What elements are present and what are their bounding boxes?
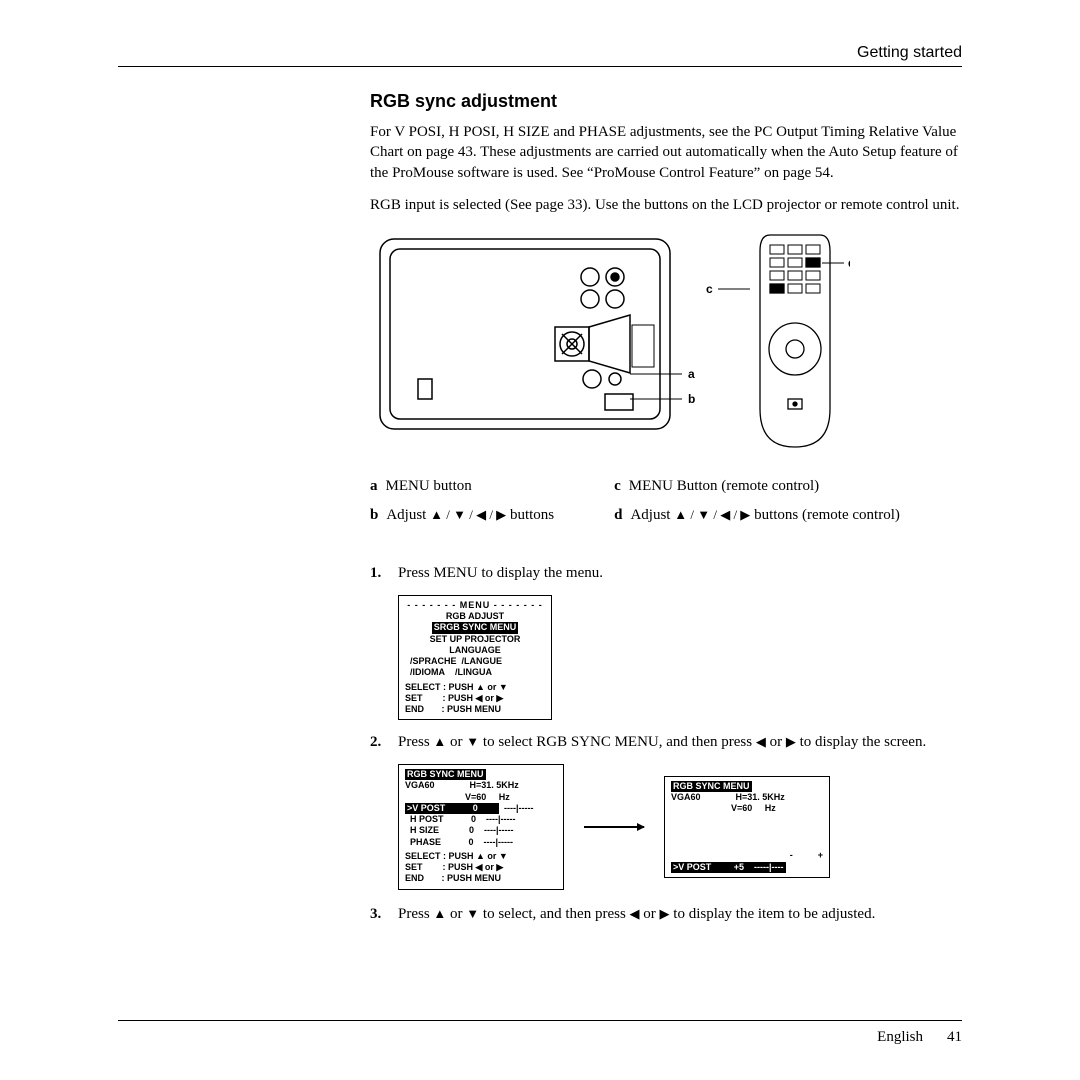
top-rule <box>118 66 962 67</box>
callout-b: b <box>688 392 695 406</box>
main-figure: a b <box>370 229 970 454</box>
section-heading: RGB sync adjustment <box>370 91 970 112</box>
step-3: 3. Press ▲ or ▼ to select, and then pres… <box>370 904 970 926</box>
page-footer: English41 <box>118 1029 962 1046</box>
paragraph-2: RGB input is selected (See page 33). Use… <box>370 195 970 215</box>
callout-c: c <box>706 282 713 296</box>
running-head: Getting started <box>118 44 962 62</box>
osd-main-menu: - - - - - - - MENU - - - - - - - RGB ADJ… <box>398 595 552 721</box>
paragraph-1: For V POSI, H POSI, H SIZE and PHASE adj… <box>370 122 970 183</box>
callout-d: d <box>848 256 850 270</box>
arrow-icon <box>584 826 644 828</box>
osd-sync-menu-1: RGB SYNC MENU VGA60 H=31. 5KHz V=60 Hz >… <box>398 764 564 890</box>
step-1: 1. Press MENU to display the menu. <box>370 563 970 585</box>
callout-a: a <box>688 367 695 381</box>
figure-legend: aMENU button bAdjust ▲ / ▼ / ◀ / ▶ butto… <box>370 472 970 529</box>
osd-sync-menu-2: RGB SYNC MENU VGA60 H=31. 5KHz V=60 Hz -… <box>664 776 830 878</box>
step-2: 2. Press ▲ or ▼ to select RGB SYNC MENU,… <box>370 732 970 754</box>
footer-rule <box>118 1020 962 1021</box>
